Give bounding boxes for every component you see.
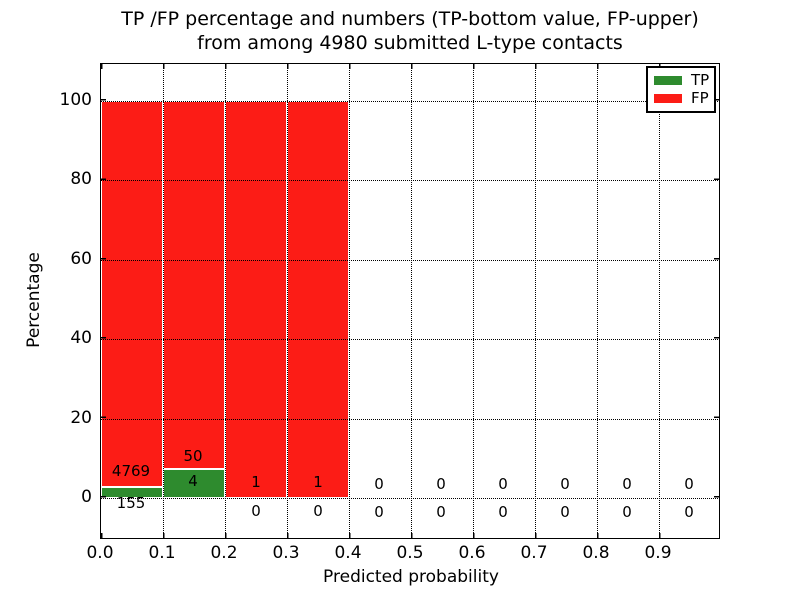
fp-count-label-bin-0.9: 0: [684, 475, 694, 493]
plot-area: [100, 63, 720, 539]
y-tick-100: 100: [59, 90, 92, 110]
tp-count-label-bin-0.5: 0: [436, 503, 446, 521]
fp-count-label-bin-0.3: 1: [313, 473, 323, 491]
gridline-y-60: [101, 260, 718, 261]
gridline-y-100: [101, 101, 718, 102]
fp-bar-bin-0.0: [101, 101, 163, 487]
tp-count-label-bin-0.6: 0: [498, 503, 508, 521]
fp-legend-swatch: [654, 93, 682, 103]
legend: TP FP: [646, 66, 716, 113]
fp-count-label-bin-0.8: 0: [622, 475, 632, 493]
tp-count-label-bin-0.7: 0: [560, 503, 570, 521]
fp-count-label-bin-0.4: 0: [374, 475, 384, 493]
x-tick-0.8: 0.8: [582, 543, 610, 563]
fp-count-label-bin-0.6: 0: [498, 475, 508, 493]
tp-count-label-bin-0.1: 4: [188, 472, 198, 490]
fp-bar-bin-0.2: [225, 101, 287, 498]
y-tick-0: 0: [81, 487, 92, 507]
x-tick-0.4: 0.4: [334, 543, 362, 563]
fp-count-label-bin-0.7: 0: [560, 475, 570, 493]
gridline-x-0.2: [225, 64, 226, 537]
x-tick-0.6: 0.6: [458, 543, 486, 563]
legend-item-tp: TP: [654, 71, 710, 90]
y-tick-20: 20: [70, 408, 92, 428]
tick-marks-right: [714, 99, 719, 500]
gridline-x-0.3: [287, 64, 288, 537]
x-tick-0.0: 0.0: [86, 543, 114, 563]
tp-count-label-bin-0.0: 155: [116, 494, 146, 512]
gridline-y-0: [101, 498, 718, 499]
gridline-x-0.9: [659, 64, 660, 537]
tp-count-label-bin-0.8: 0: [622, 503, 632, 521]
gridline-x-0.8: [597, 64, 598, 537]
tp-count-label-bin-0.4: 0: [374, 503, 384, 521]
fp-count-label-bin-0.5: 0: [436, 475, 446, 493]
tp-bar-bin-0.1: [163, 469, 225, 498]
gridline-x-0.1: [163, 64, 164, 537]
chart-title-line2: from among 4980 submitted L-type contact…: [197, 32, 623, 54]
fp-legend-label: FP: [691, 88, 709, 107]
tp-count-label-bin-0.2: 0: [251, 502, 261, 520]
x-axis-label: Predicted probability: [323, 567, 499, 587]
fp-count-label-bin-0.2: 1: [251, 473, 261, 491]
fp-count-label-bin-0.1: 50: [183, 447, 203, 465]
gridline-x-0.7: [535, 64, 536, 537]
fp-bar-bin-0.1: [163, 101, 225, 469]
fp-bar-bin-0.3: [287, 101, 349, 498]
fp-count-label-bin-0.0: 4769: [111, 462, 151, 480]
tp-legend-label: TP: [691, 71, 710, 90]
tp-count-label-bin-0.3: 0: [313, 502, 323, 520]
x-tick-0.7: 0.7: [520, 543, 548, 563]
tick-marks-left: [101, 99, 106, 500]
gridline-y-40: [101, 339, 718, 340]
gridline-y-80: [101, 180, 718, 181]
tick-marks-bottom: [101, 533, 718, 538]
y-tick-40: 40: [70, 328, 92, 348]
y-tick-80: 80: [70, 169, 92, 189]
x-tick-0.3: 0.3: [272, 543, 300, 563]
chart-title-line1: TP /FP percentage and numbers (TP-bottom…: [121, 8, 699, 30]
x-tick-0.1: 0.1: [148, 543, 176, 563]
tp-legend-swatch: [654, 76, 682, 86]
tick-marks-top: [101, 64, 718, 69]
gridline-x-0.6: [473, 64, 474, 537]
x-tick-0.5: 0.5: [396, 543, 424, 563]
tp-count-label-bin-0.9: 0: [684, 503, 694, 521]
gridline-x-0.4: [349, 64, 350, 537]
legend-item-fp: FP: [654, 88, 709, 107]
gridline-y-20: [101, 419, 718, 420]
x-tick-0.2: 0.2: [210, 543, 238, 563]
x-tick-0.9: 0.9: [644, 543, 672, 563]
gridline-x-0.5: [411, 64, 412, 537]
y-tick-60: 60: [70, 249, 92, 269]
